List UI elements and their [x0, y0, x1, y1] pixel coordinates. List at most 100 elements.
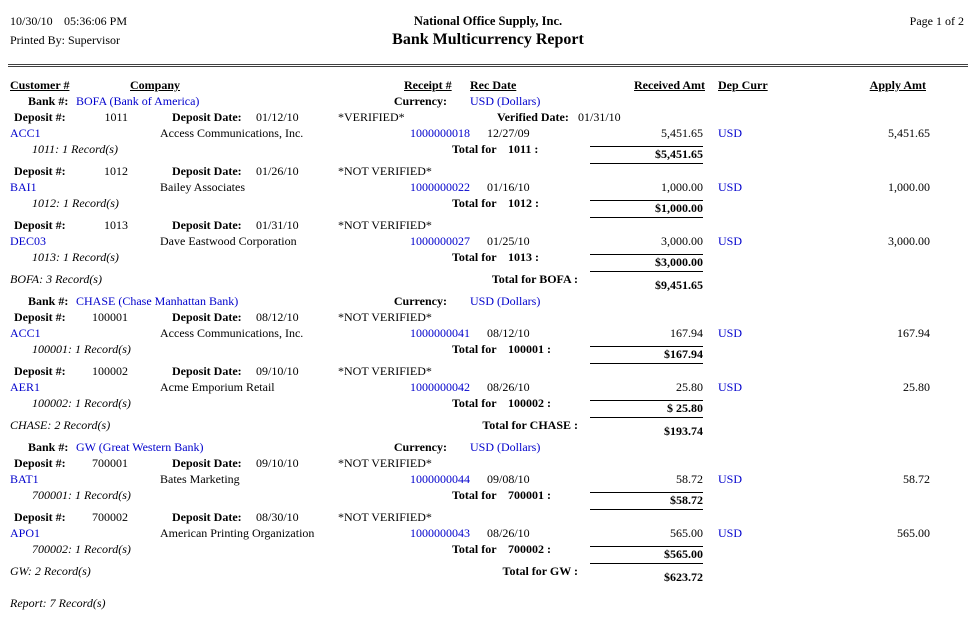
- deposit-number: 700002: [92, 510, 128, 524]
- bank-link[interactable]: GW (Great Western Bank): [76, 440, 204, 454]
- total-for-label: Total for: [452, 142, 497, 156]
- deposit-total-number: 1012 :: [508, 196, 539, 210]
- currency-link[interactable]: USD (Dollars): [470, 440, 541, 454]
- deposit-total-amount: $3,000.00: [590, 254, 703, 272]
- deposit-total-number: 700001 :: [508, 488, 551, 502]
- apply-amount: 5,451.65: [888, 126, 930, 140]
- report-footer-row: Report: 7 Record(s): [0, 594, 976, 610]
- received-amount: 167.94: [670, 326, 703, 340]
- bank-total-amount: $623.72: [664, 570, 703, 584]
- verification-status: *NOT VERIFIED*: [338, 510, 432, 524]
- col-receipt: Receipt #: [404, 78, 452, 92]
- deposit-header-row: Deposit #: 700001 Deposit Date: 09/10/10…: [0, 454, 976, 470]
- receipt-link[interactable]: 1000000022: [410, 180, 470, 194]
- deposit-currency-link[interactable]: USD: [718, 234, 743, 248]
- col-received-amt: Received Amt: [634, 78, 705, 92]
- receipt-date: 08/26/10: [487, 526, 530, 540]
- deposit-currency-link[interactable]: USD: [718, 326, 743, 340]
- bank-header-row: Bank #: CHASE (Chase Manhattan Bank) Cur…: [0, 292, 976, 308]
- deposit-total-row: 1011: 1 Record(s) Total for 1011 : $5,45…: [0, 140, 976, 164]
- deposit-total-row: 700001: 1 Record(s) Total for 700001 : $…: [0, 486, 976, 510]
- bank-total-row: CHASE: 2 Record(s) Total for CHASE : $19…: [0, 416, 976, 438]
- bank-number-label: Bank #:: [28, 94, 69, 108]
- deposit-date: 09/10/10: [256, 364, 299, 378]
- deposit-currency-link[interactable]: USD: [718, 180, 743, 194]
- deposit-number: 1012: [104, 164, 128, 178]
- receipt-link[interactable]: 1000000018: [410, 126, 470, 140]
- apply-amount: 25.80: [903, 380, 930, 394]
- deposit-currency-link[interactable]: USD: [718, 126, 743, 140]
- bank-total-label: Total for CHASE :: [482, 418, 578, 432]
- currency-link[interactable]: USD (Dollars): [470, 294, 541, 308]
- currency-link[interactable]: USD (Dollars): [470, 94, 541, 108]
- deposit-total-row: 1012: 1 Record(s) Total for 1012 : $1,00…: [0, 194, 976, 218]
- deposit-total-amount: $58.72: [590, 492, 703, 510]
- deposit-date-label: Deposit Date:: [172, 218, 242, 232]
- apply-amount: 167.94: [897, 326, 930, 340]
- verification-status: *NOT VERIFIED*: [338, 310, 432, 324]
- receipt-row: APO1 American Printing Organization 1000…: [0, 524, 976, 540]
- deposit-header-row: Deposit #: 100002 Deposit Date: 09/10/10…: [0, 362, 976, 378]
- receipt-date: 09/08/10: [487, 472, 530, 486]
- company-name: Acme Emporium Retail: [160, 380, 275, 394]
- deposit-date: 01/31/10: [256, 218, 299, 232]
- bank-records-count: GW: 2 Record(s): [10, 564, 91, 578]
- receipt-date: 01/25/10: [487, 234, 530, 248]
- company-name: Access Communications, Inc.: [160, 126, 304, 140]
- bank-link[interactable]: CHASE (Chase Manhattan Bank): [76, 294, 239, 308]
- deposit-currency-link[interactable]: USD: [718, 472, 743, 486]
- customer-link[interactable]: ACC1: [10, 126, 41, 140]
- total-for-label: Total for: [452, 250, 497, 264]
- receipt-link[interactable]: 1000000043: [410, 526, 470, 540]
- customer-link[interactable]: DEC03: [10, 234, 46, 248]
- total-for-label: Total for: [452, 542, 497, 556]
- receipt-link[interactable]: 1000000041: [410, 326, 470, 340]
- deposit-number: 1013: [104, 218, 128, 232]
- receipt-date: 08/26/10: [487, 380, 530, 394]
- customer-link[interactable]: BAI1: [10, 180, 37, 194]
- bank-total-amount: $193.74: [664, 424, 703, 438]
- customer-link[interactable]: AER1: [10, 380, 40, 394]
- currency-label: Currency:: [393, 294, 447, 308]
- deposit-date-label: Deposit Date:: [172, 510, 242, 524]
- deposit-date: 01/26/10: [256, 164, 299, 178]
- received-amount: 25.80: [676, 380, 703, 394]
- deposit-currency-link[interactable]: USD: [718, 526, 743, 540]
- deposit-header-row: Deposit #: 100001 Deposit Date: 08/12/10…: [0, 308, 976, 324]
- deposit-total-amount: $565.00: [590, 546, 703, 564]
- customer-link[interactable]: ACC1: [10, 326, 41, 340]
- bank-link[interactable]: BOFA (Bank of America): [76, 94, 200, 108]
- customer-link[interactable]: APO1: [10, 526, 41, 540]
- bank-number-label: Bank #:: [28, 440, 69, 454]
- deposit-currency-link[interactable]: USD: [718, 380, 743, 394]
- report-title: Bank Multicurrency Report: [392, 31, 584, 48]
- deposit-records-count: 1013: 1 Record(s): [32, 250, 119, 264]
- print-time: 05:36:06 PM: [64, 14, 128, 28]
- receipt-link[interactable]: 1000000044: [410, 472, 470, 486]
- received-amount: 58.72: [676, 472, 703, 486]
- bank-header-row: Bank #: BOFA (Bank of America) Currency:…: [0, 92, 976, 108]
- customer-link[interactable]: BAT1: [10, 472, 39, 486]
- deposit-date: 09/10/10: [256, 456, 299, 470]
- deposit-number-label: Deposit #:: [14, 510, 66, 524]
- received-amount: 3,000.00: [661, 234, 703, 248]
- received-amount: 1,000.00: [661, 180, 703, 194]
- deposit-date-label: Deposit Date:: [172, 456, 242, 470]
- deposit-number-label: Deposit #:: [14, 310, 66, 324]
- deposit-date: 08/30/10: [256, 510, 299, 524]
- deposit-date-label: Deposit Date:: [172, 110, 242, 124]
- deposit-date-label: Deposit Date:: [172, 310, 242, 324]
- total-for-label: Total for: [452, 396, 497, 410]
- receipt-link[interactable]: 1000000042: [410, 380, 470, 394]
- col-dep-curr: Dep Curr: [718, 78, 768, 92]
- col-rec-date: Rec Date: [470, 78, 517, 92]
- deposit-records-count: 100001: 1 Record(s): [32, 342, 131, 356]
- deposit-date: 01/12/10: [256, 110, 299, 124]
- bank-total-amount: $9,451.65: [655, 278, 703, 292]
- page-indicator: Page 1 of 2: [909, 14, 964, 28]
- receipt-link[interactable]: 1000000027: [410, 234, 470, 248]
- deposit-total-amount: $5,451.65: [590, 146, 703, 164]
- deposit-header-row: Deposit #: 1012 Deposit Date: 01/26/10 *…: [0, 162, 976, 178]
- deposit-number-label: Deposit #:: [14, 218, 66, 232]
